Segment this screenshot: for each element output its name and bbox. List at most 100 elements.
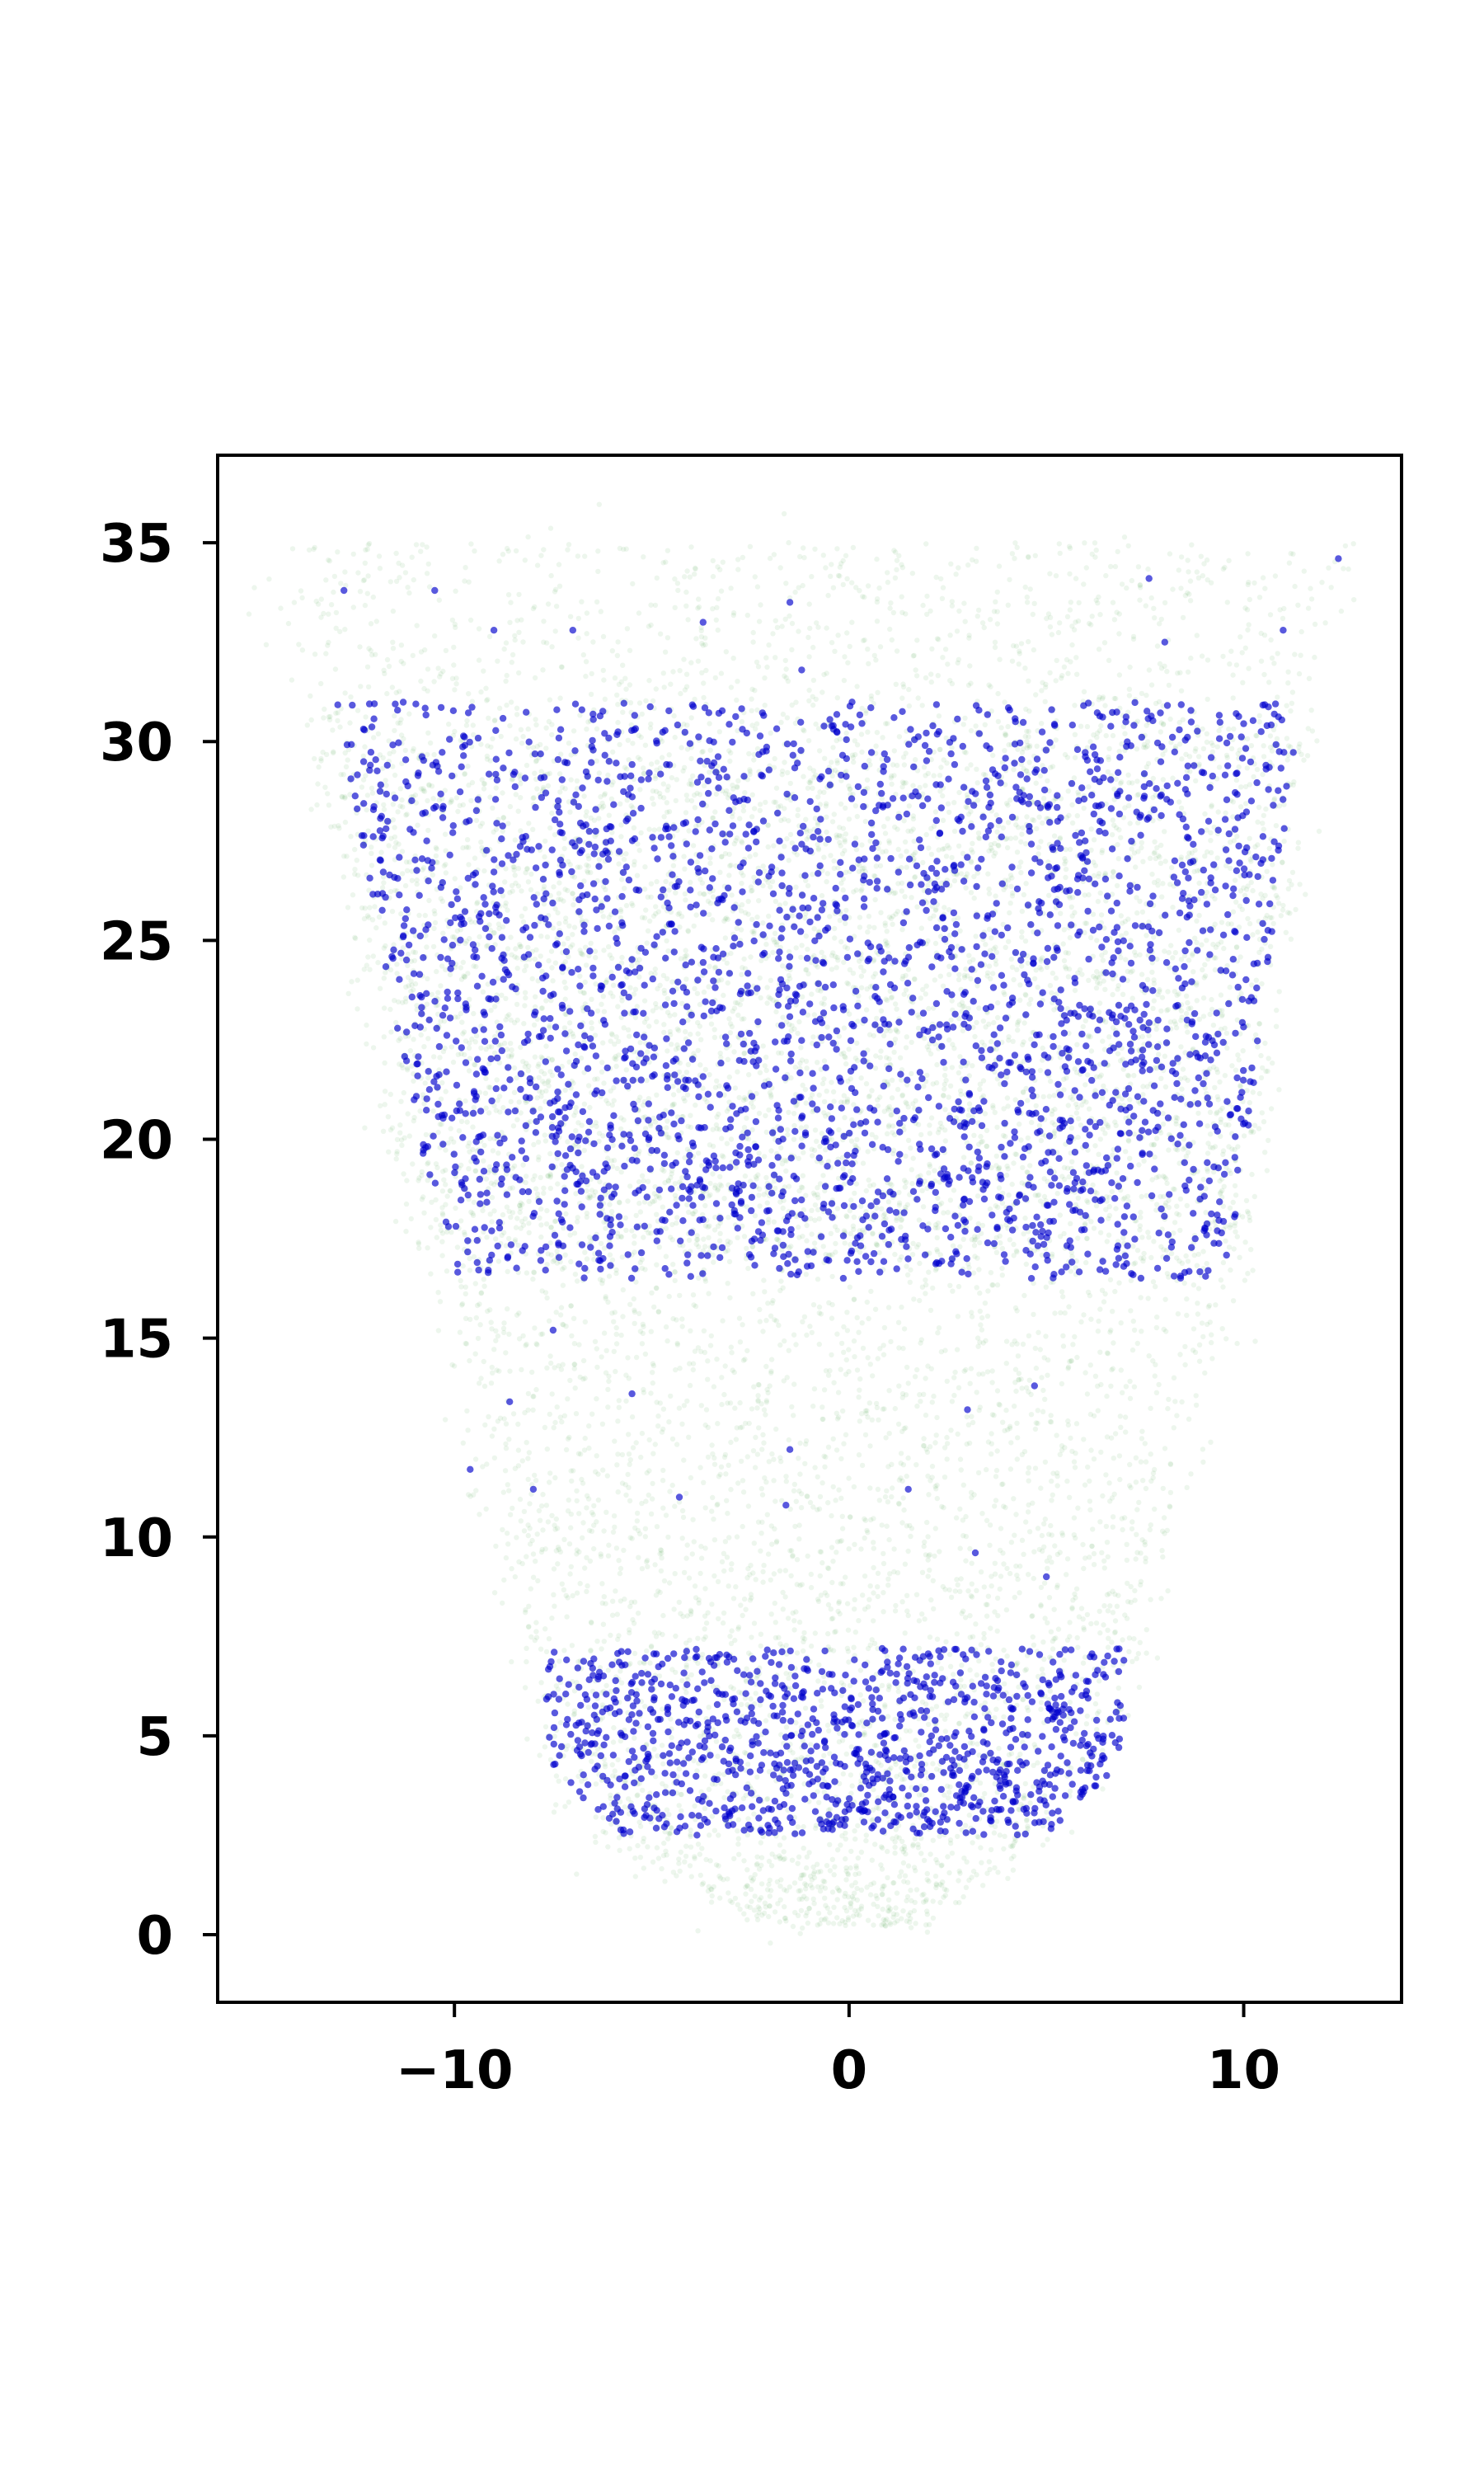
green-point [533,994,538,999]
green-point [315,781,321,787]
green-point [388,1029,394,1035]
green-point [1111,617,1118,623]
green-point [493,1236,499,1242]
green-point [350,604,356,610]
green-point [779,1498,785,1503]
green-point [1138,1215,1144,1221]
green-point [683,671,690,677]
green-point [1091,1456,1097,1462]
green-point [695,1047,701,1054]
green-point [1135,792,1142,797]
green-point [942,1086,947,1092]
green-point [910,816,917,822]
green-point [1016,1018,1022,1024]
green-point [1185,1150,1191,1155]
green-point [1186,1005,1191,1012]
green-point [1026,1502,1031,1508]
green-point [871,974,876,980]
green-point [601,1594,607,1600]
green-point [582,1435,588,1442]
green-point [701,989,707,995]
green-point [975,607,982,614]
green-point [758,1643,763,1649]
green-point [800,1173,806,1178]
green-point [612,675,618,681]
green-point [858,1546,864,1552]
green-point [651,1746,657,1752]
green-point [1152,1506,1158,1512]
green-point [949,998,955,1004]
green-point [1116,631,1122,637]
green-point [394,971,400,976]
green-point [796,1619,803,1625]
green-point [709,1602,715,1607]
green-point [989,1282,995,1288]
green-point [589,1411,595,1417]
green-point [364,590,370,596]
green-point [795,1030,801,1037]
green-point [520,1059,526,1065]
green-point [633,1212,639,1219]
green-point [923,783,928,788]
green-point [821,1752,827,1759]
green-point [1144,692,1149,698]
green-point [1092,1143,1098,1149]
green-point [858,1887,865,1893]
green-point [1152,1466,1158,1473]
green-point [916,1645,923,1651]
green-point [1074,671,1080,677]
green-point [716,1616,721,1622]
green-point [505,1014,510,1019]
green-point [674,581,681,586]
green-point [951,1188,957,1193]
green-point [911,652,917,658]
green-point [600,1133,606,1139]
green-point [749,1406,755,1412]
green-point [531,1141,537,1148]
green-point [577,713,583,718]
green-point [988,1625,993,1631]
green-point [940,817,946,823]
green-point [387,579,393,585]
green-point [1080,1660,1087,1666]
green-point [909,1898,914,1903]
green-point [935,673,942,679]
green-point [1235,750,1241,757]
green-point [1228,648,1234,654]
green-point [1022,841,1029,847]
green-point [836,1126,842,1133]
green-point [413,542,420,548]
green-point [639,1566,646,1572]
green-point [542,1070,547,1077]
green-point [710,1171,716,1177]
green-point [1024,814,1030,820]
green-point [614,1611,620,1617]
green-point [1148,682,1155,688]
green-point [600,1621,607,1627]
green-point [968,890,974,896]
green-point [1094,730,1101,736]
green-point [600,667,606,674]
green-point [1046,1531,1052,1537]
green-point [913,667,918,673]
green-point [843,730,849,736]
green-point [1048,1413,1054,1418]
green-point [951,800,957,806]
green-point [571,902,576,908]
green-point [1003,1407,1009,1413]
green-point [581,1447,588,1453]
green-point [1081,581,1087,587]
green-point [1218,1277,1224,1283]
green-point [598,1240,604,1247]
green-point [394,1136,401,1143]
green-point [1137,582,1143,588]
green-point [705,1358,711,1364]
green-point [503,1421,510,1427]
green-point [842,654,848,660]
green-point [556,1778,561,1784]
green-point [812,1202,819,1208]
green-point [824,829,829,835]
green-point [561,1648,567,1653]
green-point [1196,1342,1203,1348]
green-point [909,1252,916,1258]
